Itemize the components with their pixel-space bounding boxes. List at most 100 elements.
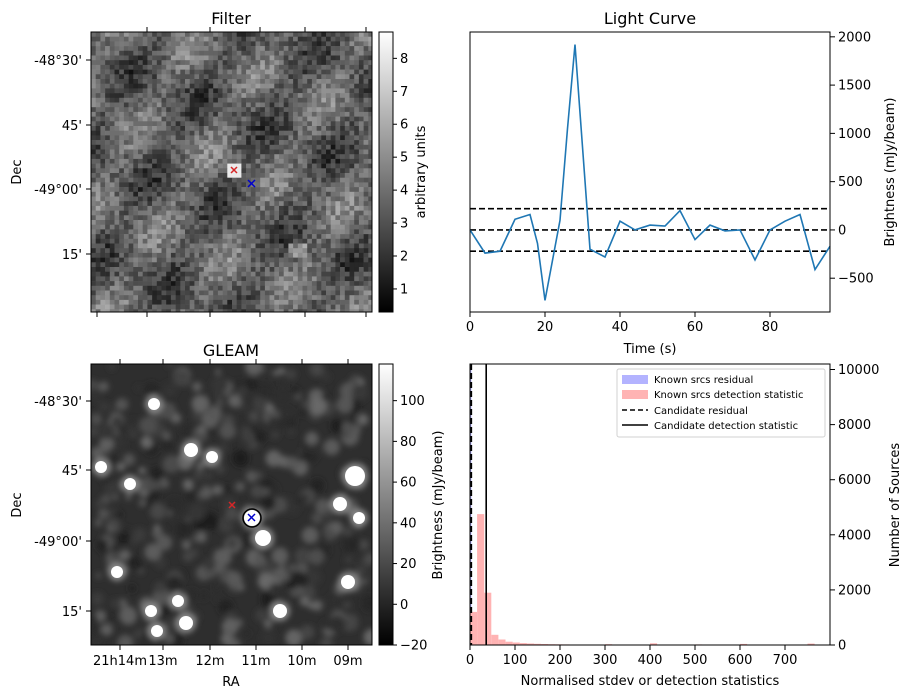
gleam-ra-ticks [119, 359, 349, 650]
colorbar-tick-label: 20 [400, 557, 417, 572]
histogram-bar [519, 643, 527, 645]
gleam-colorbar [378, 363, 394, 646]
gleam-frame [90, 363, 373, 646]
histogram-bar [477, 514, 485, 645]
gleam-ylabel: Dec [10, 492, 25, 517]
y-tick-label: 1000 [838, 127, 871, 142]
filter-panel: Filter -48°30' 45' -49°00' 15' Dec [10, 9, 429, 317]
gleam-red-marker [228, 501, 236, 509]
light-curve-title: Light Curve [604, 9, 696, 28]
filter-ra-ticks [96, 27, 367, 317]
colorbar-tick-label: 4 [400, 184, 408, 199]
x-tick-label: 400 [638, 653, 663, 668]
y-tick-label: 500 [838, 175, 863, 190]
histogram-marks: 0 100 200 300 400 500 600 700 0 2000 4000 6000 8000 1… [466, 363, 880, 668]
histogram-bar [491, 634, 499, 645]
gleam-ra-tick-label: 10m [287, 654, 316, 669]
histogram-ylabel-right: Number of Sources [888, 443, 903, 568]
colorbar-tick-label: 1 [400, 282, 408, 297]
gleam-dec-tick-label: -49°00' [34, 535, 82, 550]
colorbar-tick-label: 5 [400, 151, 408, 166]
gleam-source [145, 605, 157, 617]
light-curve-chart: Light Curve 0 20 40 60 80 −500 0 500 1000 1500 200… [466, 9, 898, 357]
y-tick-label: −500 [838, 272, 874, 287]
filter-dec-tick-label: 45' [62, 119, 82, 134]
gleam-source [353, 512, 365, 524]
legend-swatch-detection [622, 390, 648, 399]
histogram-bar [505, 641, 513, 645]
histogram-bar [740, 643, 748, 645]
y-tick-label: 2000 [838, 583, 871, 598]
light-curve-series [469, 44, 831, 301]
gleam-source [341, 575, 355, 589]
gleam-ra-tick-label: 12m [195, 654, 224, 669]
legend-label: Candidate detection statistic [654, 421, 798, 432]
filter-blue-marker [247, 179, 256, 188]
histogram-bar [650, 643, 658, 645]
gleam-source [333, 497, 347, 511]
gleam-source [95, 461, 107, 473]
histogram-xlabel: Normalised stdev or detection statistics [521, 674, 780, 689]
y-tick-label: 10000 [838, 363, 879, 378]
x-tick-label: 200 [548, 653, 573, 668]
colorbar-tick-label: 7 [400, 85, 408, 100]
histogram-bar [484, 592, 492, 645]
y-tick-label: 2000 [838, 30, 871, 45]
gleam-ra-tick-label: 09m [333, 654, 362, 669]
colorbar-tick-label: 8 [400, 52, 408, 67]
gleam-dec-tick-label: 15' [62, 605, 82, 620]
gleam-dec-ticks [86, 400, 91, 612]
colorbar-tick-label: 2 [400, 250, 408, 265]
gleam-colorbar-ticks: −20 0 20 40 60 80 100 [393, 394, 427, 654]
x-tick-label: 0 [466, 320, 474, 335]
x-tick-label: 40 [612, 320, 629, 335]
x-tick-label: 600 [728, 653, 753, 668]
filter-dec-tick-label: 15' [62, 248, 82, 263]
histogram-bar [534, 643, 542, 645]
y-tick-label: 8000 [838, 418, 871, 433]
light-curve-marks: 0 20 40 60 80 −500 0 500 1000 1500 2000 [466, 30, 874, 335]
colorbar-tick-label: 40 [400, 516, 417, 531]
colorbar-tick-label: −20 [400, 639, 427, 654]
gleam-ra-tick-label: 21h14m [93, 654, 147, 669]
x-tick-label: 60 [687, 320, 704, 335]
filter-red-marker [230, 166, 238, 174]
gleam-colorbar-label: Brightness (mJy/beam) [431, 431, 446, 580]
gleam-dec-tick-label: 45' [62, 464, 82, 479]
histogram-bar [807, 643, 815, 645]
filter-frame [90, 31, 373, 313]
gleam-source [273, 604, 287, 618]
histogram-bar [498, 639, 506, 645]
legend-label: Known srcs detection statistic [654, 390, 803, 401]
x-tick-label: 300 [593, 653, 618, 668]
filter-ylabel: Dec [10, 159, 25, 184]
colorbar-tick-label: 60 [400, 476, 417, 491]
gleam-source [124, 478, 136, 490]
filter-colorbar [378, 31, 394, 313]
gleam-source [148, 398, 160, 410]
y-tick-label: 6000 [838, 473, 871, 488]
gleam-source [255, 530, 271, 546]
gleam-source [111, 566, 123, 578]
y-tick-label: 1500 [838, 79, 871, 94]
y-tick-label: 0 [838, 639, 846, 654]
histogram-frame [469, 363, 831, 646]
gleam-panel: GLEAM -48°30' 45' -49°00' 15' [10, 341, 446, 690]
x-tick-label: 0 [466, 653, 474, 668]
light-curve-xlabel: Time (s) [623, 342, 677, 357]
gleam-source [206, 451, 218, 463]
x-tick-label: 500 [683, 653, 708, 668]
gleam-source [151, 625, 163, 637]
x-tick-label: 700 [773, 653, 798, 668]
y-tick-label: 0 [838, 223, 846, 238]
colorbar-tick-label: 6 [400, 118, 408, 133]
filter-title: Filter [211, 9, 251, 28]
x-tick-label: 20 [537, 320, 554, 335]
colorbar-tick-label: 0 [400, 598, 408, 613]
histogram-legend: Known srcs residual Known srcs detection… [616, 368, 826, 438]
y-tick-label: 4000 [838, 528, 871, 543]
gleam-dec-tick-label: -48°30' [34, 395, 82, 410]
histogram-bar [470, 611, 478, 645]
filter-dec-tick-label: -49°00' [34, 183, 82, 198]
